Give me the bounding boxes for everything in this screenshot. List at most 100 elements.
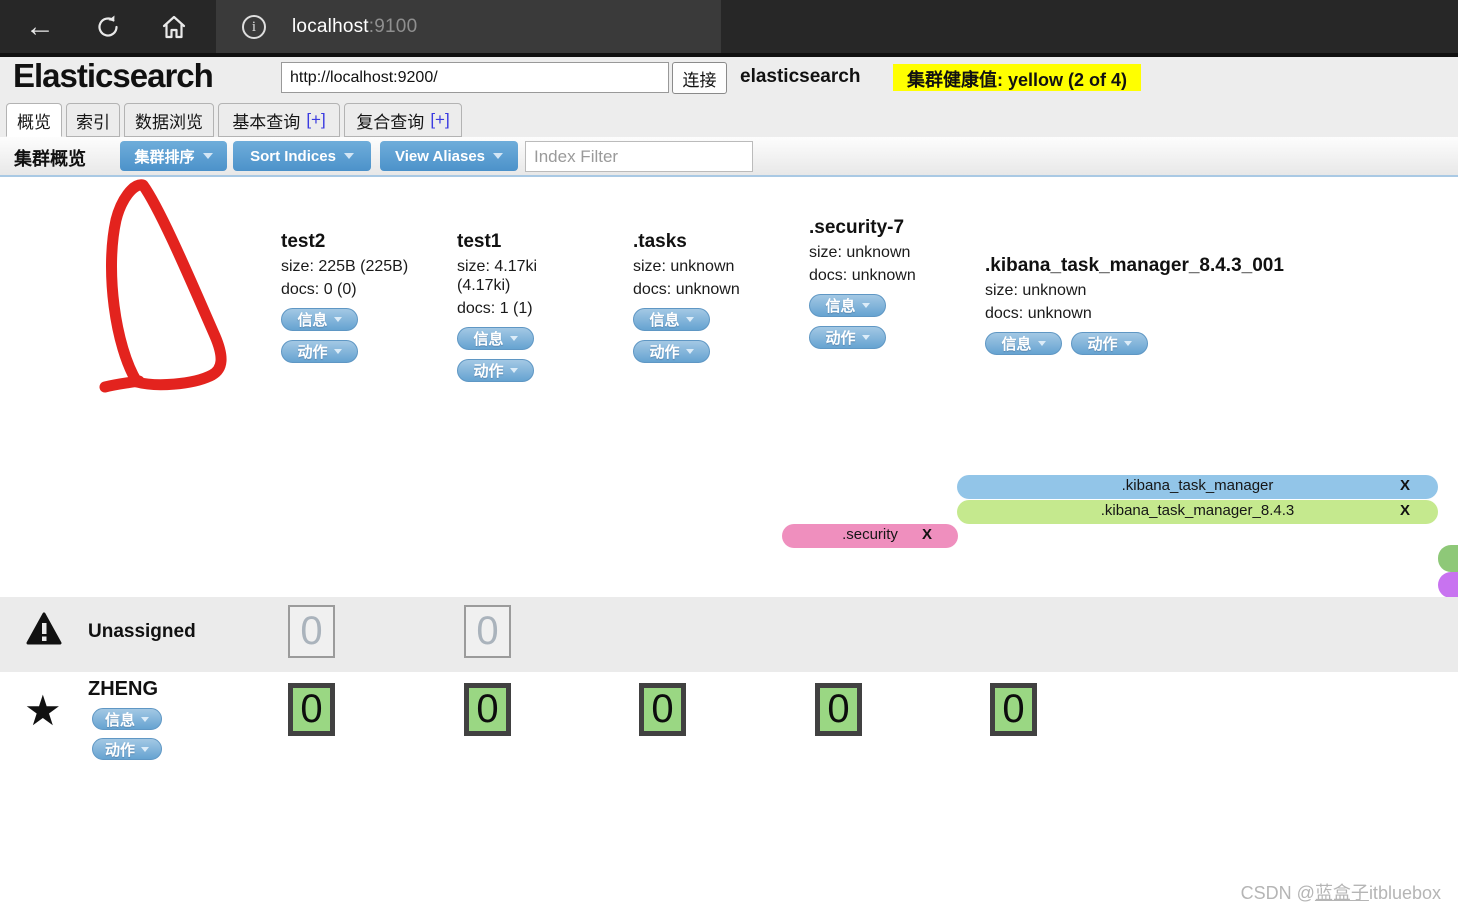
alias-pill-stub-green: [1438, 545, 1458, 572]
node-row-zheng: ★ ZHENG 信息 动作 0 0 0 0 0: [0, 672, 1458, 784]
index-column-tasks: .tasks size: unknown docs: unknown 信息 动作: [633, 230, 763, 363]
address-url: localhost:9100: [292, 15, 418, 37]
index-name: test2: [281, 231, 326, 252]
unassigned-shard[interactable]: 0: [288, 605, 335, 658]
index-info-dropdown[interactable]: 信息: [985, 332, 1062, 355]
chevron-down-icon: [685, 317, 694, 322]
shard-box[interactable]: 0: [639, 683, 686, 736]
alias-close-icon[interactable]: X: [921, 526, 932, 543]
chevron-down-icon: [343, 153, 354, 159]
unassigned-shard[interactable]: 0: [464, 605, 511, 658]
chevron-down-icon: [333, 317, 342, 322]
alias-name: .security: [842, 526, 898, 543]
alias-name: .kibana_task_manager: [1121, 477, 1274, 494]
node-url-input[interactable]: [281, 62, 669, 93]
index-size: size: 225B (225B): [281, 258, 409, 275]
index-docs: docs: unknown: [809, 267, 916, 284]
index-docs: docs: unknown: [985, 305, 1092, 322]
index-info-dropdown[interactable]: 信息: [457, 327, 534, 350]
chevron-down-icon: [509, 368, 518, 373]
alias-pill-kibana-task-manager: .kibana_task_manager X: [957, 475, 1438, 499]
index-column-security-7: .security-7 size: unknown docs: unknown …: [809, 216, 931, 349]
chevron-down-icon: [685, 349, 694, 354]
chevron-down-icon: [861, 335, 870, 340]
cluster-sort-dropdown[interactable]: 集群排序: [120, 141, 227, 171]
index-size: size: unknown: [633, 258, 735, 275]
alias-close-icon[interactable]: X: [1399, 477, 1410, 494]
refresh-icon[interactable]: [90, 9, 126, 45]
section-title: 集群概览: [14, 149, 86, 169]
alias-name: .kibana_task_manager_8.4.3: [1100, 502, 1295, 519]
page-info-icon[interactable]: i: [242, 14, 266, 39]
index-name: .tasks: [633, 231, 687, 252]
tab-any-request[interactable]: 复合查询 [+]: [344, 103, 462, 137]
app-header: Elasticsearch 连接 elasticsearch 集群健康值: ye…: [0, 57, 1458, 100]
node-name: ZHENG: [88, 678, 158, 700]
tab-structured-query[interactable]: 基本查询 [+]: [218, 103, 340, 137]
index-docs: docs: 0 (0): [281, 281, 357, 298]
address-bar[interactable]: i localhost:9100: [216, 0, 721, 53]
index-actions-dropdown[interactable]: 动作: [457, 359, 534, 382]
index-actions-dropdown[interactable]: 动作: [633, 340, 710, 363]
cluster-overview-grid: test2 size: 225B (225B) docs: 0 (0) 信息 动…: [0, 177, 1458, 598]
csdn-watermark: CSDN @蓝盒子itbluebox: [1240, 883, 1441, 903]
cluster-health-badge: 集群健康值: yellow (2 of 4): [893, 64, 1142, 91]
view-aliases-dropdown[interactable]: View Aliases: [380, 141, 518, 171]
index-size: size: unknown: [809, 244, 911, 261]
chevron-down-icon: [333, 349, 342, 354]
tab-overview[interactable]: 概览: [6, 103, 62, 137]
chevron-down-icon: [509, 336, 518, 341]
alias-pill-security: .security X: [782, 524, 958, 548]
index-docs: docs: 1 (1): [457, 300, 533, 317]
app-title: Elasticsearch: [13, 57, 214, 94]
chevron-down-icon: [1037, 341, 1046, 346]
index-docs: docs: unknown: [633, 281, 740, 298]
shard-box[interactable]: 0: [288, 683, 335, 736]
index-column-kibana-task-manager: .kibana_task_manager_8.4.3_001 size: unk…: [985, 254, 1425, 355]
chevron-down-icon: [1123, 341, 1132, 346]
chevron-down-icon: [202, 153, 213, 159]
alias-pill-kibana-task-manager-843: .kibana_task_manager_8.4.3 X: [957, 500, 1438, 524]
index-size: size: unknown: [985, 282, 1087, 299]
tab-indices[interactable]: 索引: [66, 103, 120, 137]
shard-box[interactable]: 0: [990, 683, 1037, 736]
chevron-down-icon: [141, 746, 149, 752]
warning-icon: [26, 612, 62, 645]
connect-button[interactable]: 连接: [672, 62, 727, 94]
shard-box[interactable]: 0: [815, 683, 862, 736]
alias-pill-stub-purple: [1438, 572, 1458, 598]
red-annotation-scribble: [99, 179, 227, 393]
tab-strip: 概览 索引 数据浏览 基本查询 [+] 复合查询 [+]: [0, 100, 1458, 137]
unassigned-row: Unassigned 0 0: [0, 597, 1458, 672]
overview-toolbar: 集群概览 集群排序 Sort Indices View Aliases: [0, 137, 1458, 177]
index-size: size: 4.17ki (4.17ki): [457, 258, 538, 294]
index-name: .kibana_task_manager_8.4.3_001: [985, 255, 1284, 276]
home-icon[interactable]: [156, 9, 192, 45]
master-node-star-icon: ★: [24, 687, 62, 734]
index-info-dropdown[interactable]: 信息: [281, 308, 358, 331]
sort-indices-dropdown[interactable]: Sort Indices: [233, 141, 371, 171]
alias-close-icon[interactable]: X: [1399, 502, 1410, 519]
shard-box[interactable]: 0: [464, 683, 511, 736]
index-filter-input[interactable]: [525, 141, 753, 172]
index-actions-dropdown[interactable]: 动作: [809, 326, 886, 349]
index-actions-dropdown[interactable]: 动作: [281, 340, 358, 363]
unassigned-label: Unassigned: [88, 621, 196, 642]
index-name: .security-7: [809, 217, 905, 238]
index-actions-dropdown[interactable]: 动作: [1071, 332, 1148, 355]
index-column-test1: test1 size: 4.17ki (4.17ki) docs: 1 (1) …: [457, 230, 597, 382]
tab-browser[interactable]: 数据浏览: [124, 103, 214, 137]
index-column-test2: test2 size: 225B (225B) docs: 0 (0) 信息 动…: [281, 230, 421, 363]
node-actions-dropdown[interactable]: 动作: [92, 738, 162, 760]
chevron-down-icon: [861, 303, 870, 308]
cluster-name: elasticsearch: [740, 66, 861, 87]
index-name: test1: [457, 231, 502, 252]
back-icon[interactable]: ←: [25, 10, 55, 43]
browser-toolbar: ← i localhost:9100: [0, 0, 1458, 57]
index-info-dropdown[interactable]: 信息: [809, 294, 886, 317]
chevron-down-icon: [493, 153, 504, 159]
node-info-dropdown[interactable]: 信息: [92, 708, 162, 730]
chevron-down-icon: [141, 716, 149, 722]
index-info-dropdown[interactable]: 信息: [633, 308, 710, 331]
